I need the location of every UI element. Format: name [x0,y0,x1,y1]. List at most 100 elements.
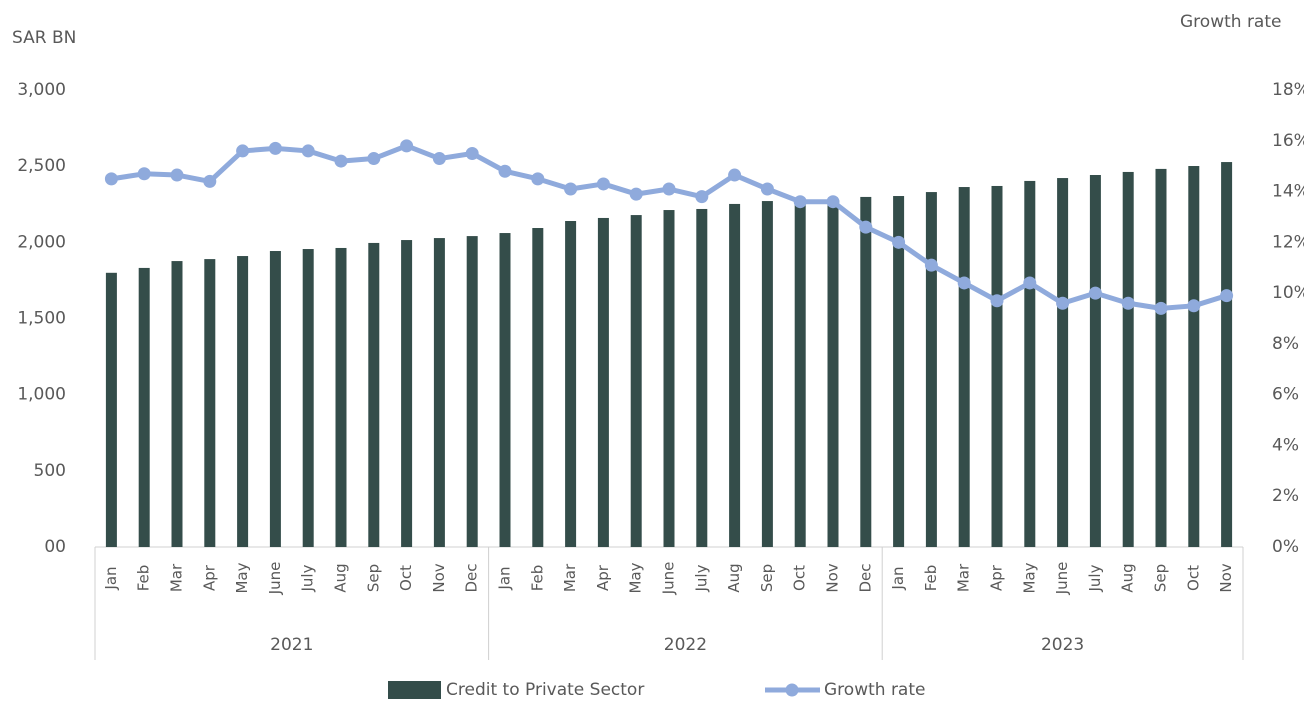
bar [1122,171,1134,548]
bar [991,185,1003,547]
bar [1188,166,1200,547]
bar [204,259,216,547]
line-marker [334,154,348,168]
x-tick-label: Sep [364,564,382,592]
x-tick-label: Aug [332,563,350,592]
y2-tick-label: 4% [1272,435,1299,455]
line-marker [1056,296,1070,310]
bar [401,240,413,547]
x-tick-label: Apr [200,564,218,591]
line-marker [728,168,742,182]
bar [1089,175,1101,547]
line-marker [859,220,873,234]
bar [630,215,642,547]
bar [237,256,249,547]
line-marker [596,177,610,191]
legend-swatch [785,683,799,697]
y-axis-title: SAR BN [12,28,76,48]
x-tick-label: Nov [824,563,842,592]
bar [466,236,478,548]
x-tick-label: Sep [758,564,776,592]
bar [105,272,117,547]
legend-label: Credit to Private Sector [446,680,644,700]
bar [171,261,183,547]
bar [335,247,347,547]
line-marker [465,146,479,160]
bar [597,217,609,547]
line-marker [531,172,545,186]
x-tick-label: Aug [1119,563,1137,592]
bar [794,199,806,547]
line-marker [1187,299,1201,313]
bar [958,187,970,548]
x-tick-label: Dec [463,563,481,592]
x-tick-label: Sep [1152,564,1170,592]
line-marker [498,164,512,178]
line-marker [892,235,906,249]
line-marker [432,152,446,166]
line-marker [826,195,840,209]
line-marker [695,190,709,204]
bar [729,203,741,548]
line-marker [924,258,938,272]
bar [433,238,445,547]
y-tick-label: 1,500 [17,309,66,329]
line-marker [793,195,807,209]
bar [1057,178,1069,548]
line-marker [1154,301,1168,315]
bar [565,221,577,548]
y-tick-label: 2,000 [17,232,66,252]
x-tick-label: July [299,564,317,592]
line-marker [1023,276,1037,290]
y2-axis-title: Growth rate [1180,12,1281,32]
bar [138,267,150,547]
x-tick-label: Mar [168,563,186,592]
y2-tick-label: 16% [1272,131,1304,151]
line-marker [990,294,1004,308]
y2-tick-label: 8% [1272,334,1299,354]
x-tick-label: Oct [791,565,809,591]
line-marker [400,139,414,153]
legend-swatch [388,681,441,699]
bar [368,242,380,547]
x-tick-label: July [692,564,710,592]
line-marker [137,167,151,181]
x-tick-label: July [1086,564,1104,592]
bar [860,196,872,548]
x-tick-label: Jan [889,566,907,590]
line-marker [1220,289,1234,303]
bar [302,249,314,547]
y2-tick-label: 10% [1272,283,1304,303]
line-marker [957,276,971,290]
line-marker [564,182,578,196]
x-tick-label: June [1053,562,1071,596]
line-marker [301,144,315,158]
line-marker [760,182,774,196]
line-marker [203,174,217,188]
y-tick-label: 500 [34,461,66,481]
bar [532,228,544,547]
y-tick-label: 00 [44,537,66,557]
line-marker [629,187,643,201]
x-tick-label: Aug [725,563,743,592]
x-tick-label: Dec [856,563,874,592]
y-tick-label: 3,000 [17,80,66,100]
group-label: 2022 [664,635,707,655]
y2-tick-label: 2% [1272,486,1299,506]
x-tick-label: Nov [430,563,448,592]
x-tick-label: June [660,562,678,596]
bar [663,210,675,547]
bar [499,233,511,547]
x-tick-label: Mar [561,563,579,592]
x-tick-label: Apr [594,564,612,591]
x-tick-label: Jan [496,566,514,590]
y-tick-label: 2,500 [17,156,66,176]
line-marker [1121,296,1135,310]
x-tick-label: Feb [922,565,940,592]
y2-tick-label: 12% [1272,232,1304,252]
x-tick-label: Oct [1184,565,1202,591]
x-tick-label: June [266,562,284,596]
line-marker [1088,286,1102,300]
bar [696,208,708,547]
